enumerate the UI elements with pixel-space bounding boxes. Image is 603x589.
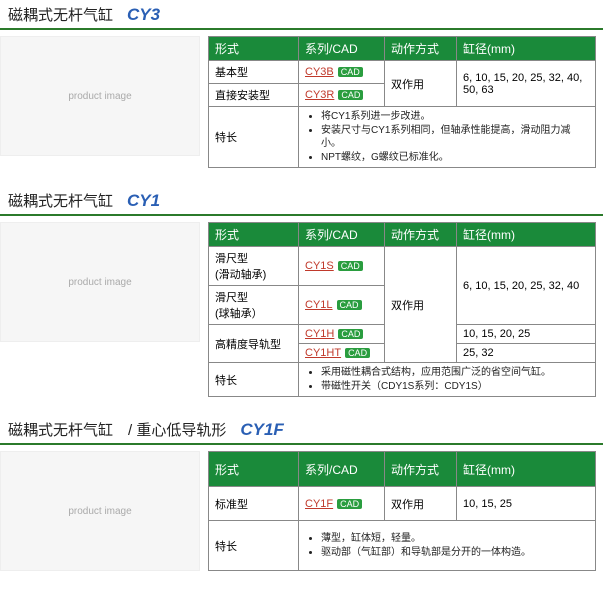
- product-thumbnail: product image: [0, 36, 200, 156]
- series-cell: CY1S CAD: [299, 247, 385, 286]
- section-title-row: 磁耦式无杆气缸 CY1: [0, 186, 603, 216]
- spec-row: 基本型CY3BCAD双作用6, 10, 15, 20, 25, 32, 40, …: [209, 61, 596, 84]
- section-title-code: CY1: [127, 191, 160, 211]
- feature-item: 采用磁性耦合式结构，应用范围广泛的省空间气缸。: [321, 366, 589, 380]
- spec-header: 缸径(mm): [457, 452, 596, 487]
- series-link[interactable]: CY1S: [305, 260, 334, 272]
- spec-header: 动作方式: [385, 452, 457, 487]
- form-cell: 直接安装型: [209, 84, 299, 107]
- bore-cell: 10, 15, 20, 25: [457, 325, 596, 344]
- cad-badge[interactable]: CAD: [338, 261, 363, 271]
- cad-badge[interactable]: CAD: [337, 300, 362, 310]
- section-title-row: 磁耦式无杆气缸 CY3: [0, 0, 603, 30]
- product-thumbnail: product image: [0, 451, 200, 571]
- series-link[interactable]: CY1HT: [305, 347, 341, 359]
- bore-cell: 6, 10, 15, 20, 25, 32, 40: [457, 247, 596, 325]
- feature-item: 将CY1系列进一步改进。: [321, 110, 589, 124]
- spec-header: 系列/CAD: [299, 452, 385, 487]
- section-title-code: CY1F: [240, 420, 283, 440]
- feature-label-cell: 特长: [209, 363, 299, 397]
- feature-item: 驱动部（气缸部）和导轨部是分开的一体构造。: [321, 546, 589, 560]
- spec-table: 形式系列/CAD动作方式缸径(mm) 基本型 CY3B CAD 双作用6, 10, 15…: [208, 36, 596, 168]
- product-section: 磁耦式无杆气缸 / 重心低导轨形 CY1F product image 形式系列/CA…: [0, 415, 603, 571]
- series-link[interactable]: CY3R: [305, 89, 334, 101]
- series-cell: CY1L CAD: [299, 286, 385, 325]
- action-cell: 双作用: [385, 487, 457, 521]
- feature-content-cell: 薄型，缸体短，轻量。驱动部（气缸部）和导轨部是分开的一体构造。: [299, 521, 596, 571]
- spec-table: 形式系列/CAD动作方式缸径(mm) 滑尺型 (滑动轴承) CY1S CAD 双作用6,…: [208, 222, 596, 397]
- bore-cell: 25, 32: [457, 344, 596, 363]
- series-cell: CY1H CAD: [299, 325, 385, 344]
- cad-badge[interactable]: CAD: [337, 499, 362, 509]
- feature-item: 带磁性开关（CDY1S系列：CDY1S）: [321, 380, 589, 394]
- product-thumbnail: product image: [0, 222, 200, 342]
- form-cell: 滑尺型 (球轴承）: [209, 286, 299, 325]
- cad-badge[interactable]: CAD: [345, 348, 370, 358]
- section-content: product image 形式系列/CAD动作方式缸径(mm) 滑尺型 (滑动轴承…: [0, 222, 603, 397]
- feature-item: 薄型，缸体短，轻量。: [321, 532, 589, 546]
- spec-header: 形式: [209, 452, 299, 487]
- cad-badge[interactable]: CAD: [338, 329, 363, 339]
- spec-header: 动作方式: [385, 37, 457, 61]
- form-cell: 基本型: [209, 61, 299, 84]
- series-cell: CY1HT CAD: [299, 344, 385, 363]
- section-title-code: CY3: [127, 5, 160, 25]
- form-cell: 滑尺型 (滑动轴承): [209, 247, 299, 286]
- section-title-zh: 磁耦式无杆气缸: [8, 190, 113, 211]
- feature-label-cell: 特长: [209, 521, 299, 571]
- section-title-zh: 磁耦式无杆气缸: [8, 4, 113, 25]
- spec-row: 标准型 CY1F CAD 双作用10, 15, 25: [209, 487, 596, 521]
- cad-badge[interactable]: CAD: [338, 67, 363, 77]
- section-content: product image形式系列/CAD动作方式缸径(mm)标准型CY1FCA…: [0, 451, 603, 571]
- product-section: 磁耦式无杆气缸 CY3 product image 形式系列/CAD动作方式缸径(mm…: [0, 0, 603, 168]
- series-link[interactable]: CY3B: [305, 66, 334, 78]
- spec-header: 形式: [209, 223, 299, 247]
- action-cell: 双作用: [385, 247, 457, 363]
- spec-header: 系列/CAD: [299, 223, 385, 247]
- spec-header: 缸径(mm): [457, 37, 596, 61]
- section-content: product image 形式系列/CAD动作方式缸径(mm) 基本型 CY3B CA…: [0, 36, 603, 168]
- bore-cell: 10, 15, 25: [457, 487, 596, 521]
- form-cell: 高精度导轨型: [209, 325, 299, 363]
- feature-label-cell: 特长: [209, 107, 299, 168]
- product-section: 磁耦式无杆气缸 CY1 product image 形式系列/CAD动作方式缸径(mm…: [0, 186, 603, 397]
- series-link[interactable]: CY1H: [305, 328, 334, 340]
- section-title-zh: 磁耦式无杆气缸 / 重心低导轨形: [8, 419, 226, 440]
- feature-content-cell: 将CY1系列进一步改进。安装尺寸与CY1系列相同，但轴承性能提高，滑动阻力减小。…: [299, 107, 596, 168]
- feature-content-cell: 采用磁性耦合式结构，应用范围广泛的省空间气缸。带磁性开关（CDY1S系列：CDY…: [299, 363, 596, 397]
- bore-cell: 6, 10, 15, 20, 25, 32, 40, 50, 63: [457, 61, 596, 107]
- feature-item: 安装尺寸与CY1系列相同，但轴承性能提高，滑动阻力减小。: [321, 124, 589, 151]
- spec-header: 形式: [209, 37, 299, 61]
- spec-header: 系列/CAD: [299, 37, 385, 61]
- series-cell: CY3B CAD: [299, 61, 385, 84]
- spec-header: 缸径(mm): [457, 223, 596, 247]
- form-cell: 标准型: [209, 487, 299, 521]
- action-cell: 双作用: [385, 61, 457, 107]
- cad-badge[interactable]: CAD: [338, 90, 363, 100]
- series-link[interactable]: CY1F: [305, 498, 333, 510]
- spec-table: 形式系列/CAD动作方式缸径(mm) 标准型 CY1F CAD 双作用10, 15, 2…: [208, 451, 596, 571]
- section-title-row: 磁耦式无杆气缸 / 重心低导轨形 CY1F: [0, 415, 603, 445]
- feature-item: NPT螺纹，G螺纹已标准化。: [321, 151, 589, 165]
- spec-header: 动作方式: [385, 223, 457, 247]
- spec-row: 滑尺型 (滑动轴承)CY1SCAD双作用6, 10, 15, 20, 25, 3…: [209, 247, 596, 286]
- series-cell: CY3R CAD: [299, 84, 385, 107]
- series-link[interactable]: CY1L: [305, 299, 333, 311]
- series-cell: CY1F CAD: [299, 487, 385, 521]
